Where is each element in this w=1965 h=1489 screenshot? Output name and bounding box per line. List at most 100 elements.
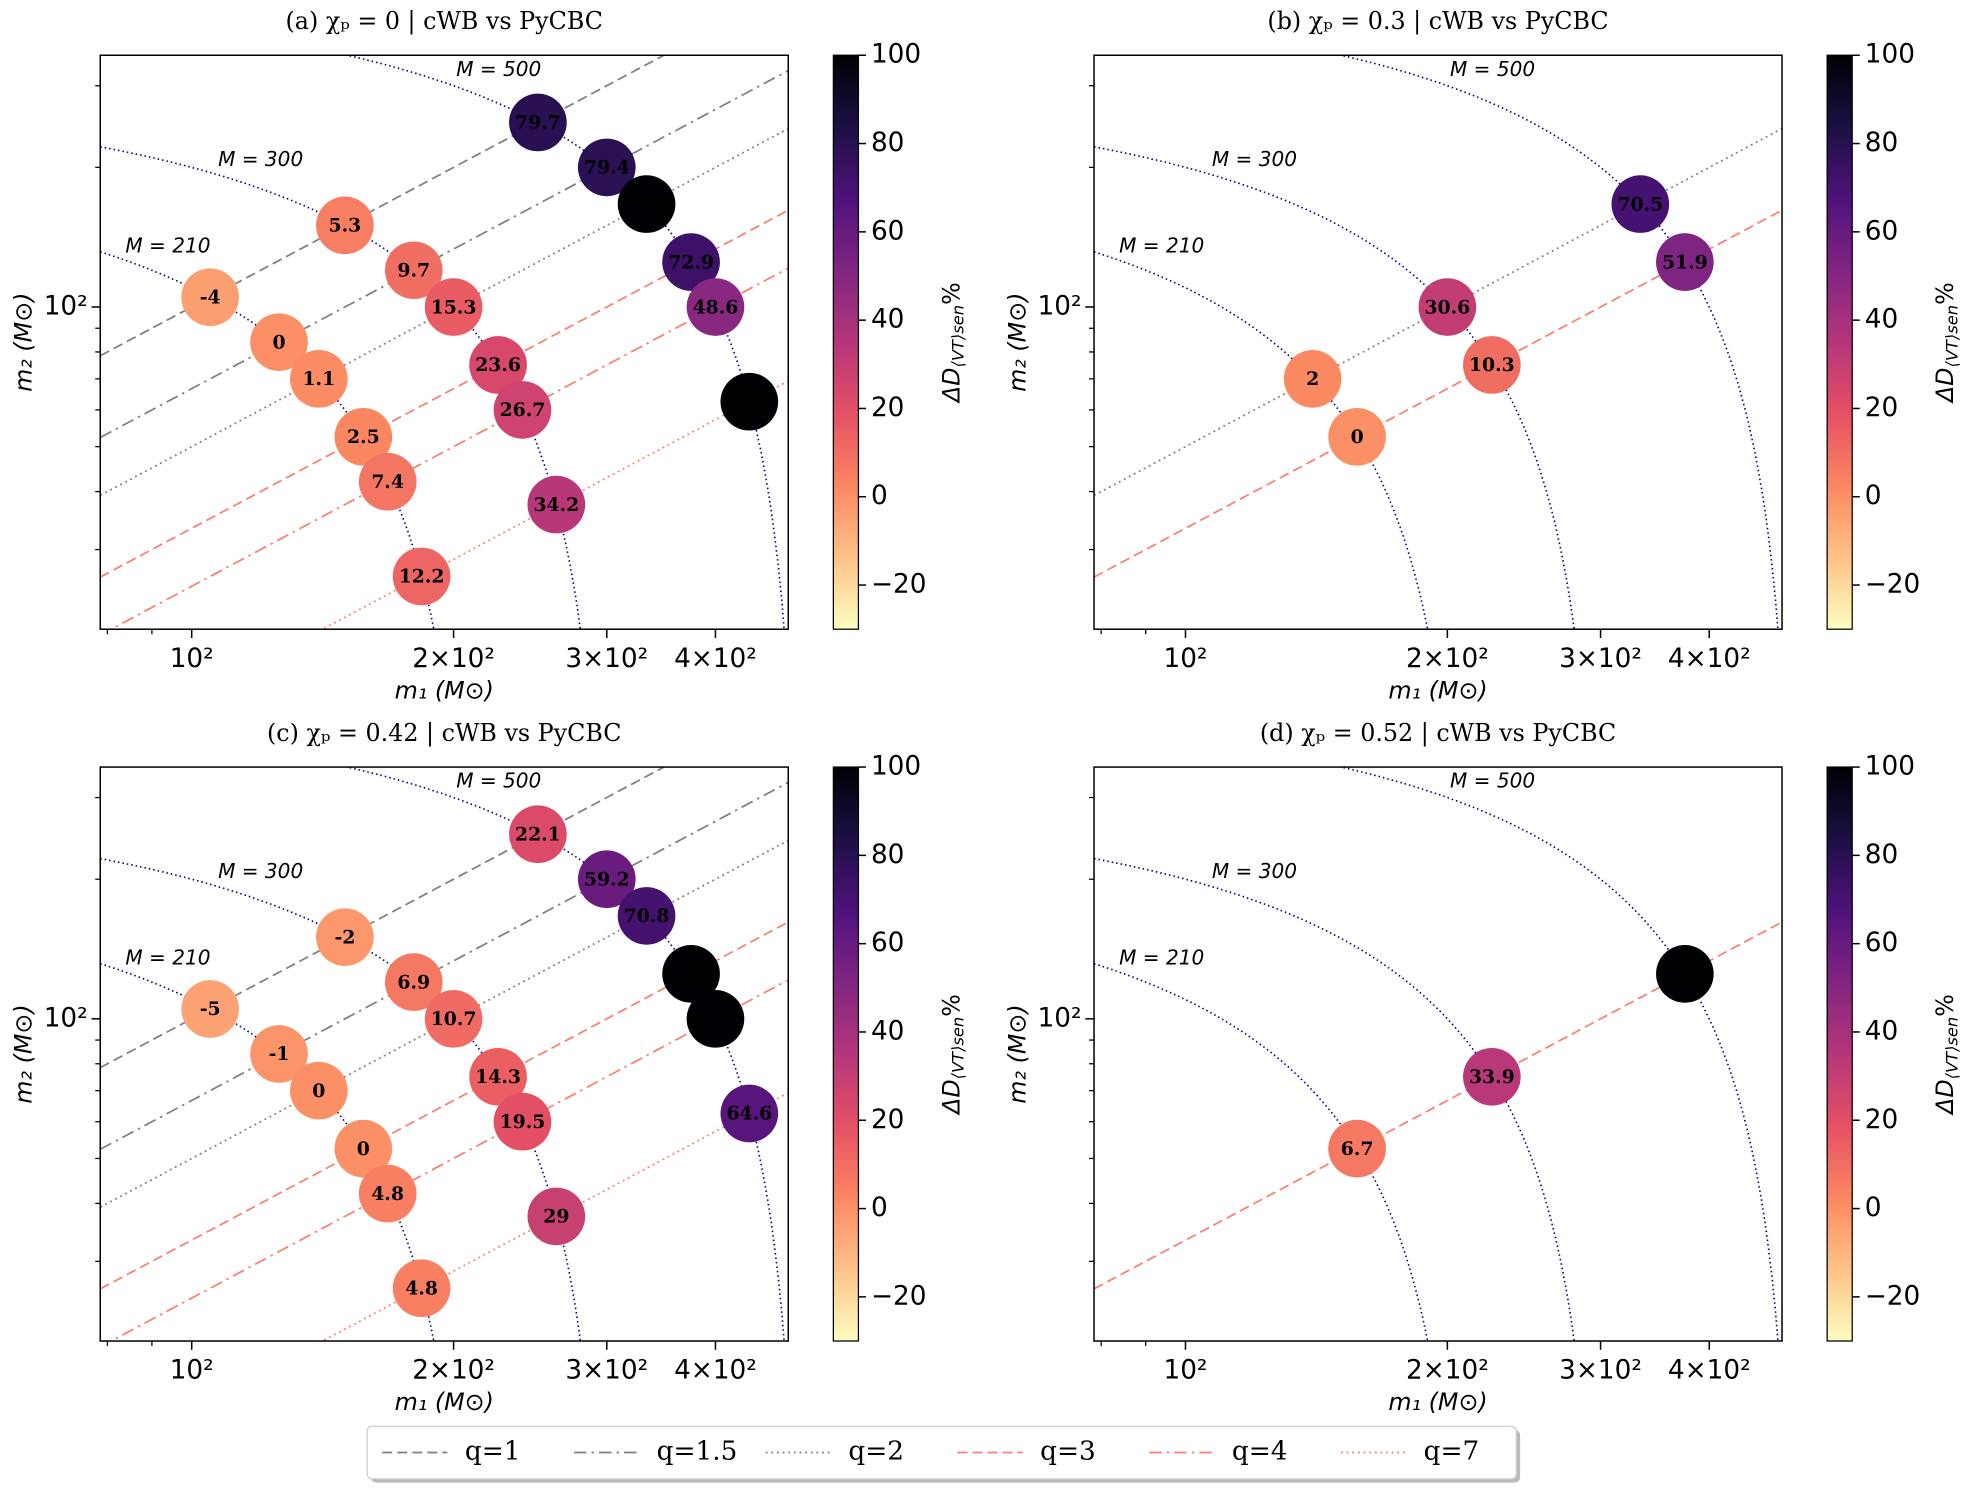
point — [662, 945, 720, 1003]
point — [250, 1025, 308, 1083]
y-axis-label: m₂ (M⊙) — [1003, 293, 1031, 392]
x-tick-label: 2×10² — [412, 644, 495, 674]
point-label: 6.9 — [397, 971, 430, 993]
point — [469, 336, 527, 394]
point — [384, 241, 443, 300]
point — [617, 175, 676, 233]
point — [316, 196, 374, 255]
contour-label: M = 210 — [125, 945, 210, 969]
q-line — [100, 69, 789, 439]
legend: q=1 q=1.5 q=2 q=3 q=4 q=7 — [366, 1425, 1521, 1483]
contour-label-bg — [122, 947, 214, 971]
point — [493, 1092, 552, 1151]
colorbar-label-main: ΔD — [937, 1079, 965, 1116]
x-tick-label: 10² — [170, 1356, 214, 1386]
colorbar-label-suffix: % — [937, 994, 965, 1017]
point-label: 15.3 — [431, 296, 477, 318]
point-label: 5.3 — [329, 215, 362, 237]
colorbar-label-main: ΔD — [1931, 1079, 1959, 1116]
legend-label: q=1 — [465, 1437, 521, 1467]
colorbar-tick-label: 80 — [1865, 840, 1898, 870]
point-label: -1 — [269, 1043, 290, 1065]
point — [1328, 407, 1386, 466]
colorbar-label-suffix: % — [1931, 994, 1959, 1017]
colorbar-tick-label: 100 — [871, 752, 921, 782]
legend-label: q=7 — [1424, 1437, 1480, 1467]
panel: M = 210 M = 300 M = 500 6.7 33.9 100 10² 2×10² 3… — [1003, 719, 1961, 1416]
point — [316, 908, 374, 966]
colorbar-label-sub: ⟨VT⟩sen — [1942, 305, 1961, 368]
point — [1656, 945, 1714, 1003]
colorbar-label: ΔD⟨VT⟩sen% — [1931, 282, 1961, 404]
colorbar-tick-label: 20 — [871, 393, 904, 423]
point-label: 100 — [1665, 963, 1704, 985]
plot-area: M = 210 M = 300 M = 500 -4 0 1.1 2.5 7.4 12.2 5.3… — [100, 55, 789, 630]
point-label: 23.6 — [475, 354, 521, 376]
colorbar-label-main: ΔD — [937, 368, 965, 405]
colorbar-label-sub: ⟨VT⟩sen — [948, 1017, 967, 1080]
chart-title: (c) χₚ = 0.42 | cWB vs PyCBC — [267, 719, 621, 748]
contour-label: M = 300 — [1212, 147, 1297, 171]
point — [1418, 278, 1477, 336]
contour-label-bg — [1209, 861, 1300, 884]
colorbar-tick-label: −20 — [871, 570, 927, 600]
colorbar-tick-label: 0 — [1865, 1193, 1882, 1223]
point-label: 14.3 — [475, 1066, 521, 1088]
point — [392, 547, 451, 606]
legend-frame — [366, 1425, 1517, 1480]
plot-area: M = 210 M = 300 M = 500 2 0 30.6 10.3 70.5 51.9 — [1094, 55, 1783, 630]
point-label: 12.2 — [399, 566, 445, 588]
colorbar — [1826, 766, 1853, 1342]
point — [686, 278, 745, 336]
point — [493, 381, 552, 439]
contour-label-bg — [1209, 149, 1300, 172]
legend-label: q=4 — [1232, 1437, 1288, 1467]
point-label: 0 — [312, 1080, 325, 1102]
x-tick-label: 4×10² — [674, 644, 757, 674]
colorbar-tick-label: 40 — [871, 1016, 904, 1046]
point-label: 0 — [1351, 426, 1364, 448]
point-label: 51.9 — [1662, 251, 1708, 273]
contour-label-bg — [122, 235, 214, 259]
point-label: 72.9 — [668, 251, 714, 273]
colorbar-tick-label: 80 — [871, 128, 904, 158]
colorbar — [1826, 54, 1853, 630]
colorbar-tick-label: 20 — [871, 1105, 904, 1135]
point — [1611, 175, 1670, 233]
point-label: 100 — [671, 963, 710, 985]
point-label: 0 — [272, 331, 285, 353]
legend-label: q=2 — [848, 1437, 904, 1467]
x-tick-label: 10² — [1163, 644, 1207, 674]
chart-title: (b) χₚ = 0.3 | cWB vs PyCBC — [1267, 7, 1608, 36]
y-tick-label: 10² — [44, 292, 88, 322]
colorbar-tick-label: 60 — [1865, 928, 1898, 958]
x-tick-label: 2×10² — [1406, 644, 1489, 674]
colorbar-tick-label: 40 — [1865, 1016, 1898, 1046]
point-label: -5 — [200, 998, 221, 1020]
contour-label-bg — [1447, 770, 1538, 794]
x-tick-label: 10² — [170, 644, 214, 674]
point-label: -2 — [334, 926, 355, 948]
contour-label: M = 500 — [456, 57, 541, 81]
legend-label: q=3 — [1040, 1437, 1096, 1467]
point — [181, 980, 239, 1038]
x-axis-label: m₁ (M⊙) — [1388, 676, 1487, 704]
point — [424, 278, 483, 336]
x-tick-label: 2×10² — [412, 1356, 495, 1386]
x-tick-label: 3×10² — [1559, 644, 1642, 674]
point — [358, 452, 417, 511]
x-tick-label: 4×10² — [674, 1356, 757, 1386]
contour-label-bg — [215, 149, 306, 172]
point-label: 9.7 — [397, 260, 430, 282]
colorbar-tick-label: −20 — [871, 1281, 927, 1311]
colorbar-label: ΔD⟨VT⟩sen% — [937, 282, 967, 404]
point — [469, 1047, 527, 1106]
colorbar-tick-label: 100 — [1865, 40, 1915, 70]
point-label: 29 — [543, 1206, 569, 1228]
colorbar — [832, 766, 860, 1342]
panel: M = 210 M = 300 M = 500 -4 0 1.1 2.5 7.4 12.2 5.3… — [10, 7, 968, 704]
mass-contour — [1094, 962, 1429, 1342]
point — [1463, 336, 1521, 394]
colorbar-tick-label: −20 — [1865, 1281, 1921, 1311]
